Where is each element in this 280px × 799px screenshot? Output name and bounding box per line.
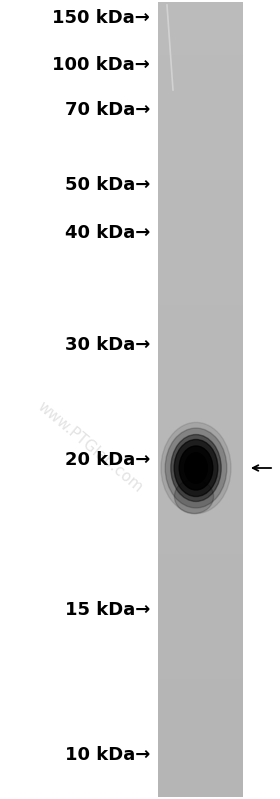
Text: 70 kDa→: 70 kDa→ [65,101,150,119]
Ellipse shape [185,453,207,483]
Ellipse shape [165,428,227,508]
Ellipse shape [179,446,213,490]
Text: 15 kDa→: 15 kDa→ [65,601,150,619]
Text: 100 kDa→: 100 kDa→ [52,56,150,74]
Ellipse shape [171,435,221,502]
Ellipse shape [174,439,218,496]
Ellipse shape [161,423,231,514]
Ellipse shape [174,479,214,514]
Text: 20 kDa→: 20 kDa→ [65,451,150,469]
Text: 40 kDa→: 40 kDa→ [65,224,150,242]
Text: www.PTGlab.com: www.PTGlab.com [34,400,145,495]
Text: 150 kDa→: 150 kDa→ [52,9,150,27]
Text: 30 kDa→: 30 kDa→ [65,336,150,354]
Text: 50 kDa→: 50 kDa→ [65,176,150,194]
Text: 10 kDa→: 10 kDa→ [65,746,150,764]
